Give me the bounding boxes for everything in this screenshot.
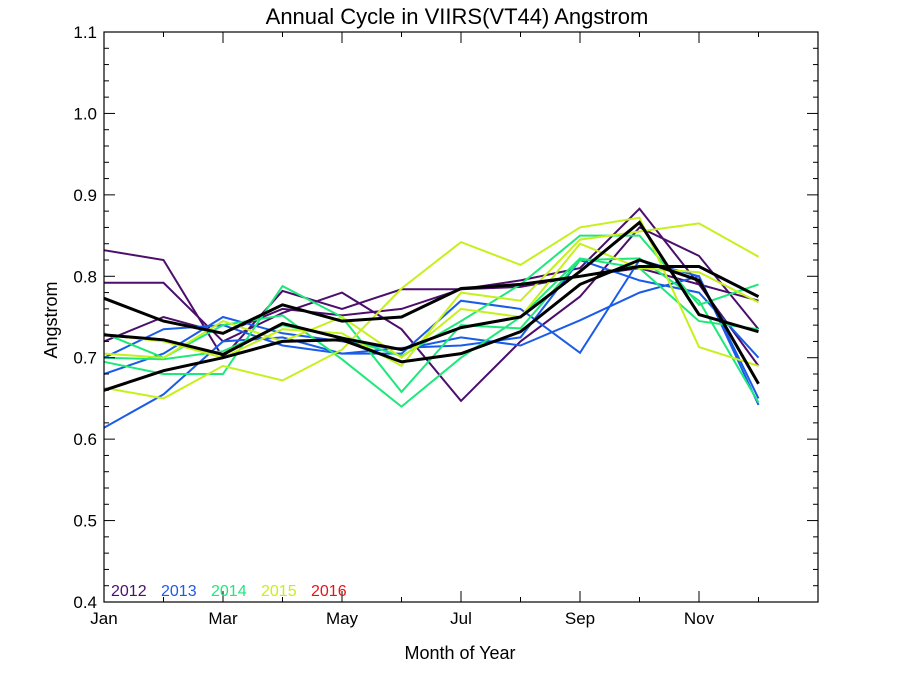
- series-line-2013-5: [103, 275, 760, 406]
- x-tick-label: Nov: [684, 609, 715, 628]
- legend-item-2013: 2013: [161, 583, 197, 600]
- legend-item-2012: 2012: [111, 583, 147, 600]
- legend-item-2016: 2016: [311, 583, 347, 600]
- x-axis-label: Month of Year: [404, 643, 515, 663]
- series-line-2015-12: [103, 242, 759, 359]
- series-line-2015-11: [103, 222, 759, 368]
- x-tick-label: Jan: [90, 609, 117, 628]
- chart-title: Annual Cycle in VIIRS(VT44) Angstrom: [266, 4, 649, 29]
- series-line-mean-15: [103, 258, 760, 392]
- x-tick-label: Mar: [208, 609, 238, 628]
- legend: 2012 2013 2014 2015 2016: [111, 583, 347, 600]
- y-tick-label: 0.8: [73, 267, 97, 286]
- series-line-mean-14: [103, 220, 759, 357]
- series-line-2013-6: [103, 258, 760, 359]
- series-line-2015-10: [103, 216, 759, 400]
- legend-item-2015: 2015: [261, 583, 297, 600]
- y-tick-label: 0.6: [73, 430, 97, 449]
- y-tick-label: 0.4: [73, 593, 97, 612]
- x-tick-label: Sep: [565, 609, 595, 628]
- legend-item-2014: 2014: [211, 583, 247, 600]
- y-tick-label: 0.7: [73, 349, 97, 368]
- y-axis-label: Angstrom: [41, 281, 61, 358]
- x-tick-label: Jul: [450, 609, 472, 628]
- y-tick-label: 1.1: [73, 23, 97, 42]
- y-tick-label: 0.9: [73, 186, 97, 205]
- series-line-mean-13: [103, 265, 760, 335]
- y-tick-label: 1.0: [73, 104, 97, 123]
- y-tick-label: 0.5: [73, 512, 97, 531]
- x-tick-label: May: [326, 609, 359, 628]
- series-line-2012-1: [103, 207, 759, 360]
